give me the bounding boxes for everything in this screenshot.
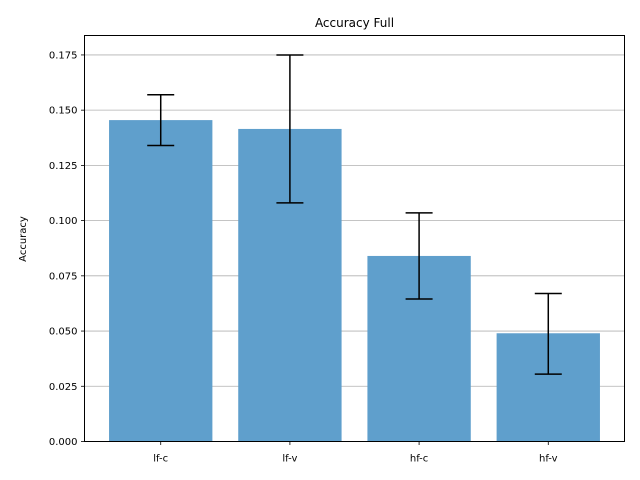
y-tick-label: 0.175 (49, 50, 78, 61)
chart-title: Accuracy Full (315, 16, 394, 30)
y-tick-label: 0.125 (49, 161, 78, 172)
y-tick-label: 0.100 (49, 216, 78, 227)
x-tick-label: lf-c (153, 454, 168, 465)
x-tick-label: hf-c (410, 454, 428, 465)
y-tick-label: 0.075 (49, 271, 78, 282)
x-axis-ticks: lf-c lf-v hf-c hf-v (153, 441, 558, 465)
y-tick-label: 0.050 (49, 327, 78, 338)
y-tick-label: 0.150 (49, 106, 78, 117)
y-tick-label: 0.025 (49, 382, 78, 393)
x-tick-label: hf-v (539, 454, 558, 465)
bar (109, 120, 213, 442)
bars (109, 120, 600, 442)
x-tick-label: lf-v (282, 454, 297, 465)
error-bars (147, 54, 562, 375)
y-axis-ticks: 0.000 0.025 0.050 0.075 0.100 0.125 0.150 0.175 (49, 50, 85, 448)
y-tick-label: 0.000 (49, 437, 78, 448)
y-axis-title: Accuracy (18, 216, 29, 262)
plot-frame (84, 35, 625, 442)
